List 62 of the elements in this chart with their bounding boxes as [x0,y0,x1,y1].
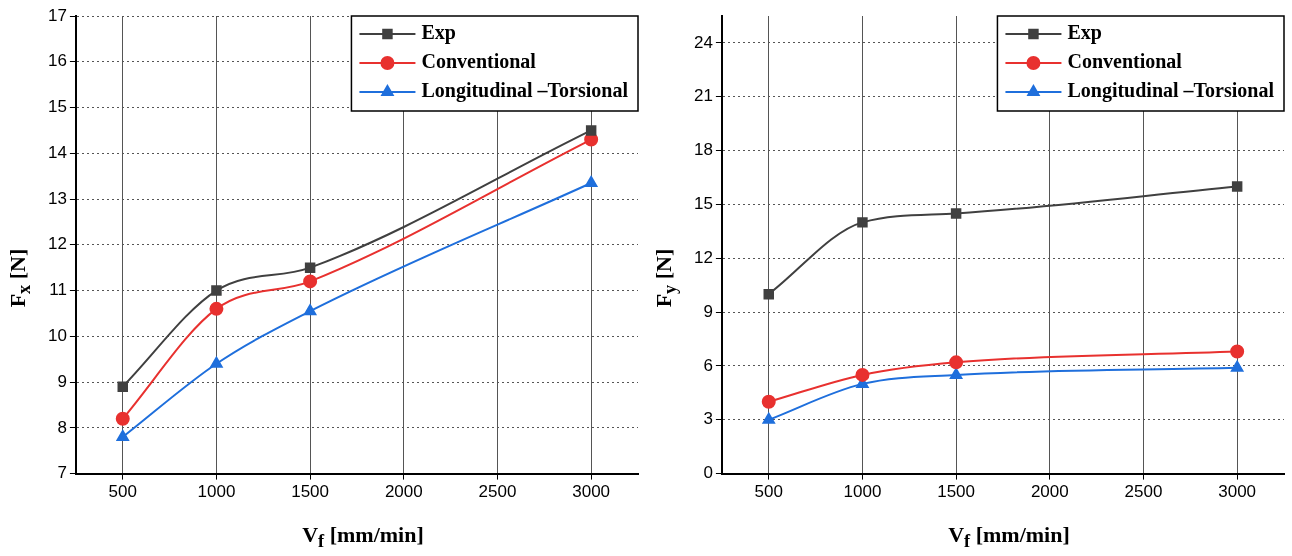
legend-label: Exp [421,21,456,45]
x-tick-label: 2500 [1124,482,1163,502]
point [1231,181,1243,192]
point [117,381,128,392]
point [209,301,224,316]
point [115,411,130,426]
x-axis-title: V$_{f}$ [mm/min] [947,521,1071,552]
point [857,217,868,228]
point [855,367,870,382]
point [763,288,774,300]
x-tick-label: 2000 [1030,482,1069,502]
y-tick-label: 8 [57,417,67,437]
point [949,367,963,379]
x-tick-label: 2000 [384,482,423,502]
point [1230,360,1244,372]
x-tick-label: 3000 [572,482,611,502]
point [116,429,129,441]
point [210,356,223,368]
y-tick-label: 3 [703,409,713,429]
x-tick-label: 500 [754,482,783,502]
x-axis-title: V$_{f}$ [mm/min] [301,521,425,552]
point [949,355,964,370]
y-tick-label: 17 [47,5,67,25]
point [303,274,318,289]
y-tick-label: 13 [47,188,67,208]
y-tick-label: 0 [703,463,713,483]
legend-label: Exp [1067,21,1102,45]
y-tick-label: 9 [703,301,713,321]
x-tick-label: 500 [108,482,137,502]
y-tick-label: 7 [57,463,67,483]
legend-label: Conventional [421,50,537,73]
y-tick-label: 11 [49,280,67,300]
y-tick-label: 24 [693,32,713,52]
y-tick-label: 12 [47,234,67,254]
y-tick-label: 6 [703,355,713,375]
y-tick-label: 16 [47,51,67,71]
y-tick-label: 15 [47,97,67,117]
x-tick-label: 1000 [197,482,236,502]
x-tick-label: 1000 [843,482,882,502]
y-tick-label: 12 [693,247,713,267]
point [303,304,317,316]
y-tick-label: 21 [693,86,713,106]
x-tick-label: 1500 [291,482,330,502]
y-tick-label: 18 [693,140,713,160]
legend-label: Conventional [1067,50,1183,73]
y-tick-label: 9 [57,371,67,391]
point [950,208,962,219]
point [211,285,222,296]
point [304,262,316,273]
legend-label: Longitudinal –Torsional [421,79,629,103]
y-tick-label: 15 [693,194,713,214]
y-tick-label: 14 [47,142,67,162]
point [585,125,597,136]
y-tick-label: 10 [47,326,67,346]
x-tick-label: 2500 [478,482,517,502]
x-tick-label: 1500 [937,482,976,502]
point [1230,344,1245,359]
point [761,394,776,409]
point [762,412,775,424]
x-tick-label: 3000 [1218,482,1257,502]
legend-label: Longitudinal –Torsional [1067,79,1275,103]
point [584,176,598,188]
